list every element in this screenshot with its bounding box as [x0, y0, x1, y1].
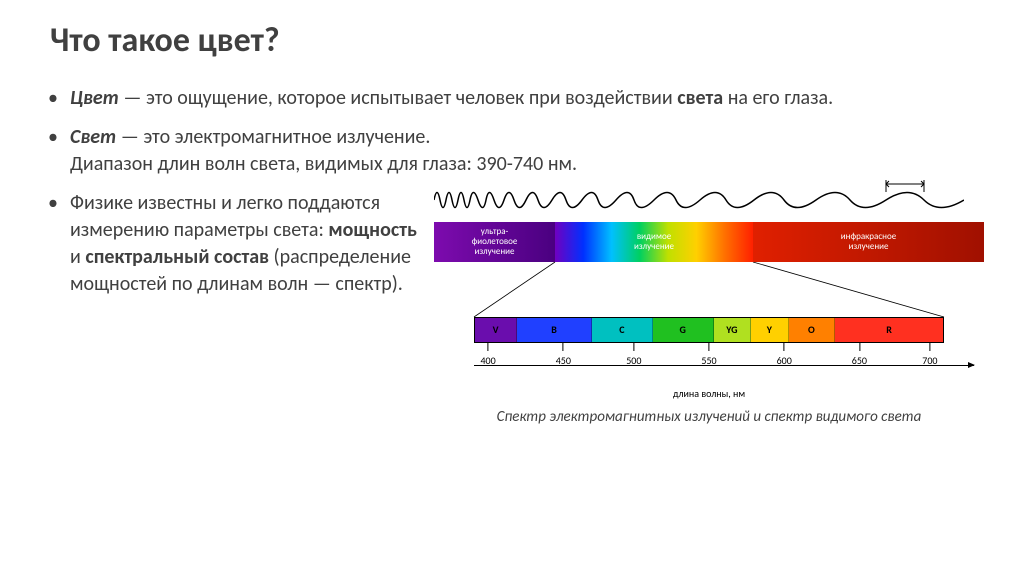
axis-label: длина волны, нм [434, 387, 984, 401]
uv-region: ультра- фиолетовое излучение [434, 222, 555, 262]
spectrum-segment-YG: YG [714, 318, 751, 342]
spectrum-diagram: λ ультра- фиолетовое излучение видимое и… [434, 180, 984, 427]
visible-region: видимое излучение [555, 222, 753, 262]
text: на его глаза. [728, 86, 834, 110]
bullet-2: Свет — это электромагнитное излучение. Д… [70, 124, 984, 178]
term-light: Свет [70, 125, 116, 149]
diagram-caption: Спектр электромагнитных излучений и спек… [434, 407, 984, 427]
visible-detail-bar: VBCGYGYOR [474, 317, 944, 343]
text: Диапазон длин волн света, видимых для гл… [70, 152, 577, 176]
text: это электромагнитное излучение. [143, 125, 430, 149]
text: это ощущение, которое испытывает человек… [146, 86, 673, 110]
text: и [70, 245, 81, 269]
wavelength-ticks: 400 450 500 550 600 650 700 [474, 343, 944, 381]
spectrum-segment-Y: Y [751, 318, 788, 342]
term-power: мощность [328, 218, 417, 242]
tick-600: 600 [777, 343, 792, 368]
term-color: Цвет [70, 86, 119, 110]
projection-lines [434, 262, 984, 317]
tick-650: 650 [852, 343, 867, 368]
tick-700: 700 [922, 343, 937, 368]
bullet-3: Физике известны и легко поддаются измере… [70, 190, 984, 427]
spectrum-segment-O: O [789, 318, 836, 342]
spectrum-segment-B: B [517, 318, 592, 342]
term-spectral: спектральный состав [85, 245, 269, 269]
content: Цвет — это ощущение, которое испытывает … [40, 85, 984, 427]
spectrum-segment-V: V [475, 318, 517, 342]
axis-arrow-icon [474, 365, 974, 366]
full-spectrum-bar: ультра- фиолетовое излучение видимое изл… [434, 222, 984, 262]
tick-500: 500 [626, 343, 641, 368]
tick-550: 550 [701, 343, 716, 368]
tick-450: 450 [556, 343, 571, 368]
term-light-inline: света [677, 86, 723, 110]
page-title: Что такое цвет? [50, 20, 984, 61]
wave-strip: λ [434, 180, 984, 220]
spectrum-segment-R: R [835, 318, 943, 342]
tick-400: 400 [480, 343, 495, 368]
ir-region: инфракрасное излучение [753, 222, 984, 262]
bullet-1: Цвет — это ощущение, которое испытывает … [70, 85, 984, 112]
wave-path [434, 193, 964, 208]
lambda-label: λ [902, 180, 908, 182]
spectrum-segment-C: C [592, 318, 653, 342]
spectrum-segment-G: G [653, 318, 714, 342]
